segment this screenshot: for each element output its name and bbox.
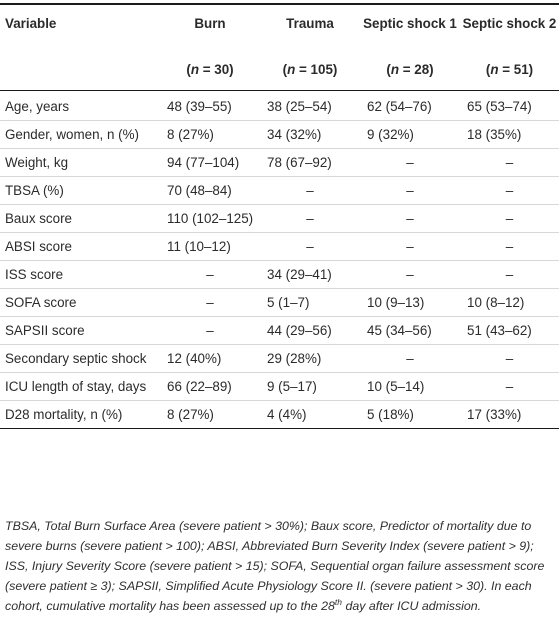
- cell-burn: 11 (10–12): [167, 239, 231, 254]
- cell-septic1: 5 (18%): [367, 407, 414, 422]
- cell-trauma: –: [306, 239, 314, 254]
- row-variable-label: SOFA score: [5, 295, 77, 310]
- table-row: Age, years 48 (39–55) 38 (25–54) 62 (54–76)…: [0, 91, 559, 121]
- footnote-text: TBSA, Total Burn Surface Area (severe pa…: [5, 519, 545, 613]
- cell-trauma: 78 (67–92): [267, 155, 332, 170]
- row-variable-label: Baux score: [5, 211, 72, 226]
- footnote-text-end: day after ICU admission.: [342, 599, 482, 613]
- table-row: ICU length of stay, days 66 (22–89) 9 (5–1…: [0, 372, 559, 401]
- table-row: D28 mortality, n (%) 8 (27%) 4 (4%) 5 (18%)…: [0, 400, 559, 429]
- cell-septic2: –: [505, 211, 514, 226]
- cell-trauma: 44 (29–56): [267, 323, 332, 338]
- cell-septic1: 45 (34–56): [367, 323, 432, 338]
- n-trauma: (n = 105): [282, 62, 338, 77]
- data-table: Variable Burn Trauma Septic shock 1 Sept…: [0, 3, 559, 429]
- cell-burn: 12 (40%): [167, 351, 222, 366]
- row-variable-label: TBSA (%): [5, 183, 64, 198]
- row-variable-label: Weight, kg: [5, 155, 69, 170]
- cell-burn: –: [206, 295, 214, 310]
- header-burn: Burn: [194, 16, 226, 31]
- cell-septic1: –: [406, 239, 414, 254]
- table-row: SAPSII score – 44 (29–56) 45 (34–56) 51 (43–…: [0, 316, 559, 345]
- row-variable-label: ISS score: [5, 267, 64, 282]
- header-septic-shock-2: Septic shock 2: [462, 16, 557, 31]
- n-trauma-value: 105: [310, 62, 333, 77]
- cell-trauma: 34 (29–41): [267, 267, 332, 282]
- cell-septic1: –: [406, 211, 414, 226]
- cell-trauma: 4 (4%): [267, 407, 307, 422]
- cell-trauma: –: [306, 211, 314, 226]
- cell-trauma: 29 (28%): [267, 351, 322, 366]
- cell-trauma: 9 (5–17): [267, 379, 317, 394]
- cell-trauma: 34 (32%): [267, 127, 322, 142]
- cell-trauma: –: [306, 183, 314, 198]
- row-variable-label: Age, years: [5, 99, 70, 114]
- table-row: ISS score – 34 (29–41) – –: [0, 260, 559, 289]
- row-variable-label: ABSI score: [5, 239, 72, 254]
- header-variable: Variable: [5, 16, 57, 31]
- n-septic-2-value: 51: [513, 62, 529, 77]
- cell-septic2: –: [505, 155, 514, 170]
- table-row: Baux score 110 (102–125) – – –: [0, 204, 559, 233]
- header-trauma: Trauma: [286, 16, 334, 31]
- cell-septic1: –: [406, 267, 414, 282]
- cell-burn: 70 (48–84): [167, 183, 232, 198]
- cell-burn: 8 (27%): [167, 127, 214, 142]
- cell-septic2: –: [505, 267, 514, 282]
- header-septic-shock-1: Septic shock 1: [363, 16, 457, 31]
- table-header: Variable Burn Trauma Septic shock 1 Sept…: [0, 4, 559, 91]
- cell-septic1: 10 (5–14): [367, 379, 425, 394]
- cell-burn: 110 (102–125): [167, 211, 254, 226]
- cell-burn: 48 (39–55): [167, 99, 232, 114]
- cell-septic1: –: [406, 351, 414, 366]
- cell-septic2: –: [505, 183, 514, 198]
- row-variable-label: ICU length of stay, days: [5, 379, 147, 394]
- cell-septic1: 62 (54–76): [367, 99, 432, 114]
- n-burn: (n = 30): [186, 62, 234, 77]
- footnote-superscript: th: [334, 596, 343, 607]
- cell-septic2: 10 (8–12): [467, 295, 525, 310]
- cell-septic2: –: [505, 351, 514, 366]
- cell-septic1: –: [406, 183, 414, 198]
- table-row: ABSI score 11 (10–12) – – –: [0, 232, 559, 261]
- cell-septic2: –: [505, 379, 514, 394]
- cell-septic2: 17 (33%): [467, 407, 522, 422]
- table-row: Gender, women, n (%) 8 (27%) 34 (32%) 9 (32…: [0, 120, 559, 149]
- n-septic-shock-1: (n = 28): [386, 62, 434, 77]
- cell-burn: –: [206, 323, 214, 338]
- cell-trauma: 5 (1–7): [267, 295, 310, 310]
- cell-trauma: 38 (25–54): [267, 99, 332, 114]
- cell-burn: 66 (22–89): [167, 379, 232, 394]
- n-septic-1-value: 28: [414, 62, 430, 77]
- row-variable-label: SAPSII score: [5, 323, 85, 338]
- cell-septic1: 9 (32%): [367, 127, 414, 142]
- n-burn-value: 30: [214, 62, 230, 77]
- n-septic-shock-2: (n = 51): [485, 62, 534, 77]
- table-body: Age, years 48 (39–55) 38 (25–54) 62 (54–76)…: [0, 91, 559, 429]
- cell-septic2: 65 (53–74): [467, 99, 532, 114]
- cell-septic2: –: [505, 239, 514, 254]
- cell-septic2: 51 (43–62): [467, 323, 532, 338]
- cell-septic1: –: [406, 155, 414, 170]
- table-row: Secondary septic shock 12 (40%) 29 (28%) – –: [0, 344, 559, 373]
- table-row: TBSA (%) 70 (48–84) – – –: [0, 176, 559, 205]
- row-variable-label: Gender, women, n (%): [5, 127, 139, 142]
- row-variable-label: D28 mortality, n (%): [5, 407, 123, 422]
- cell-burn: 94 (77–104): [167, 155, 240, 170]
- cell-burn: 8 (27%): [167, 407, 214, 422]
- table-row: SOFA score – 5 (1–7) 10 (9–13) 10 (8–12): [0, 288, 559, 317]
- header-n-empty: [0, 60, 160, 91]
- cell-burn: –: [206, 267, 214, 282]
- row-variable-label: Secondary septic shock: [5, 351, 147, 366]
- cell-septic1: 10 (9–13): [367, 295, 425, 310]
- cell-septic2: 18 (35%): [467, 127, 522, 142]
- table-row: Weight, kg 94 (77–104) 78 (67–92) – –: [0, 148, 559, 177]
- table-footnote: TBSA, Total Burn Surface Area (severe pa…: [5, 516, 553, 616]
